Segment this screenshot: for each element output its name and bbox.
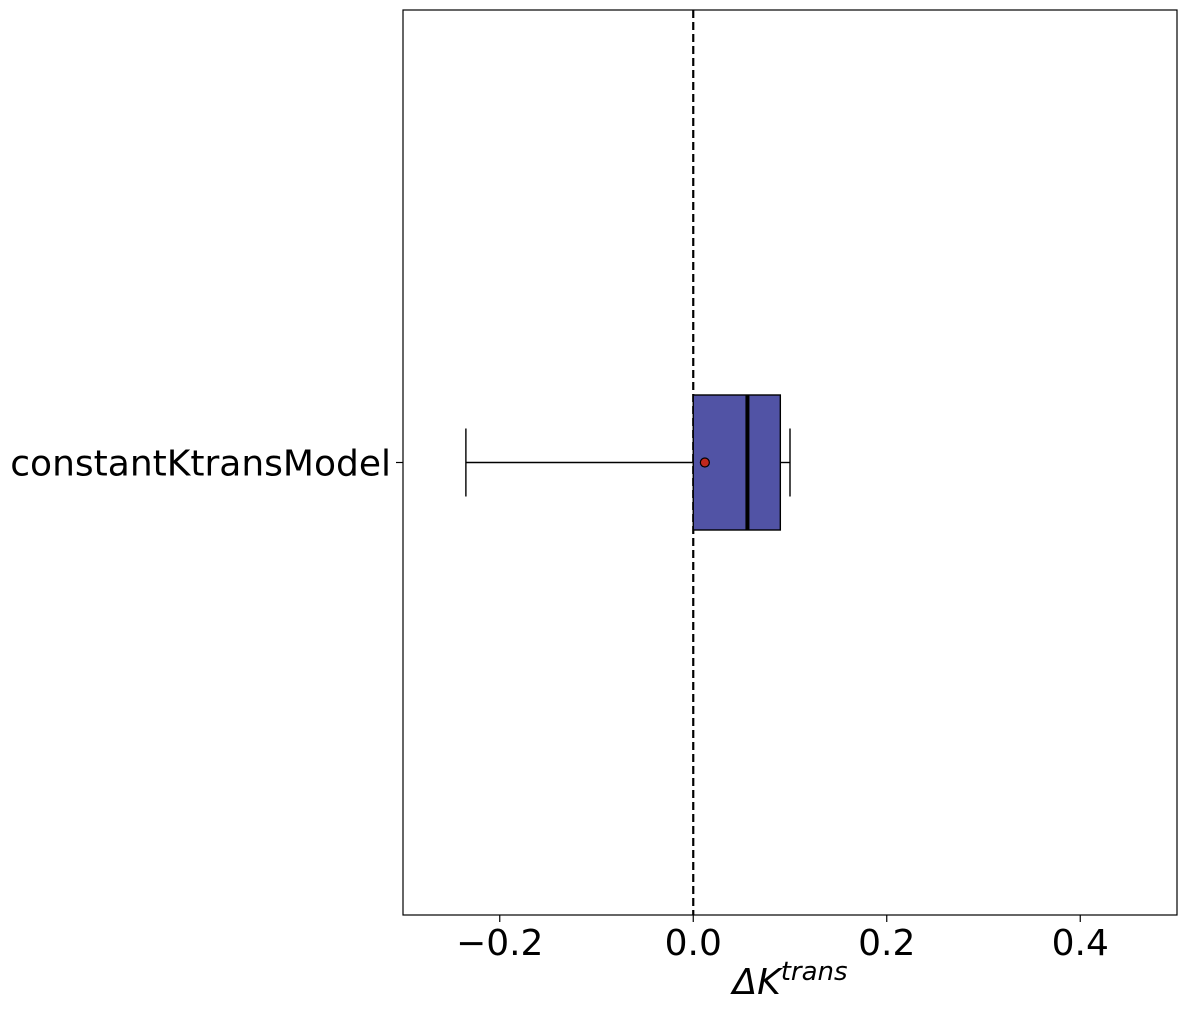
y-axis-ticks: constantKtransModel: [10, 444, 403, 485]
x-axis-title-superscript: trans: [781, 957, 848, 987]
y-tick-label: constantKtransModel: [10, 444, 391, 485]
x-axis-title-main: ΔK: [729, 962, 783, 1003]
x-axis-title: ΔKtrans: [729, 957, 847, 1003]
x-axis-ticks: −0.2 0.0 0.2 0.4: [456, 915, 1109, 964]
x-tick-label: 0.2: [858, 923, 915, 964]
x-tick-label: 0.0: [665, 923, 722, 964]
x-tick-label: −0.2: [456, 923, 543, 964]
mean-marker: [699, 457, 710, 468]
data-layer: [465, 10, 791, 915]
x-tick-label: 0.4: [1052, 923, 1109, 964]
